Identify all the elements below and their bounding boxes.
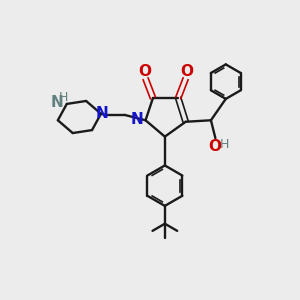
Text: N: N xyxy=(95,106,108,121)
Text: H: H xyxy=(220,138,230,151)
Text: N: N xyxy=(51,95,64,110)
Text: O: O xyxy=(180,64,193,79)
Text: O: O xyxy=(208,139,221,154)
Text: N: N xyxy=(131,112,144,127)
Text: O: O xyxy=(138,64,152,79)
Text: H: H xyxy=(59,91,68,104)
